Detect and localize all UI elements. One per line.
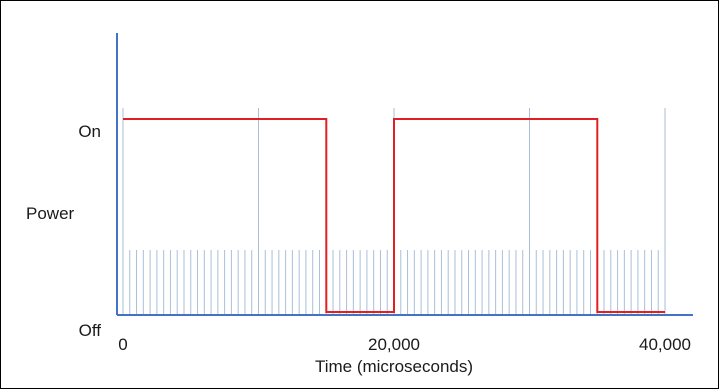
y-axis-title: Power	[26, 204, 75, 223]
x-axis-title: Time (microseconds)	[315, 357, 473, 376]
power-series-line-0	[123, 118, 665, 313]
x-tick-label-40000: 40,000	[639, 335, 691, 354]
x-tick-label-0: 0	[118, 335, 127, 354]
x-tick-label-20000: 20,000	[368, 335, 420, 354]
y-level-label-on: On	[78, 122, 101, 141]
y-level-label-off: Off	[79, 321, 102, 340]
axes	[116, 33, 693, 316]
series-layer	[122, 118, 666, 313]
